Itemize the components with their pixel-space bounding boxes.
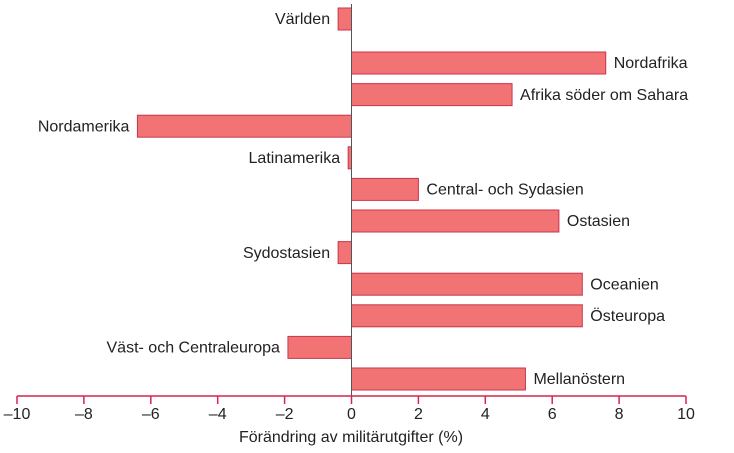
x-tick-label: –8 [75,406,93,423]
bar [351,177,419,201]
bar-label: Latinamerika [249,150,341,167]
x-axis-label: Förändring av militärutgifter (%) [239,429,463,446]
bar [351,304,583,328]
x-tick-label: –2 [276,406,294,423]
bar-label: Sydostasien [243,245,330,262]
bar [347,146,352,170]
bar-label: Afrika söder om Sahara [520,87,688,104]
x-tick-label: 8 [615,406,624,423]
bar [351,272,583,296]
bar [351,367,526,391]
x-tick-label: 4 [481,406,490,423]
x-tick-label: 0 [347,406,356,423]
bar [351,209,560,233]
bar [337,241,352,265]
bar [287,335,353,359]
bar-label: Världen [275,11,330,28]
x-tick-label: 10 [677,406,695,423]
x-tick-label: 2 [414,406,423,423]
bar-label: Nordamerika [38,118,130,135]
x-tick-label: 6 [548,406,557,423]
bar-label: Oceanien [590,276,659,293]
bar [351,83,513,107]
bar-label: Nordafrika [614,55,688,72]
bar-label: Väst- och Centraleuropa [107,340,281,357]
bar-label: Mellanöstern [533,371,625,388]
bar [351,51,607,75]
x-tick-label: –10 [4,406,31,423]
x-tick-label: –4 [209,406,227,423]
bar [136,114,352,138]
bar-label: Östeuropa [590,307,665,325]
bar-label: Central- och Sydasien [426,182,583,199]
bar-label: Ostasien [567,213,630,230]
bar [337,7,352,31]
x-tick-label: –6 [142,406,160,423]
